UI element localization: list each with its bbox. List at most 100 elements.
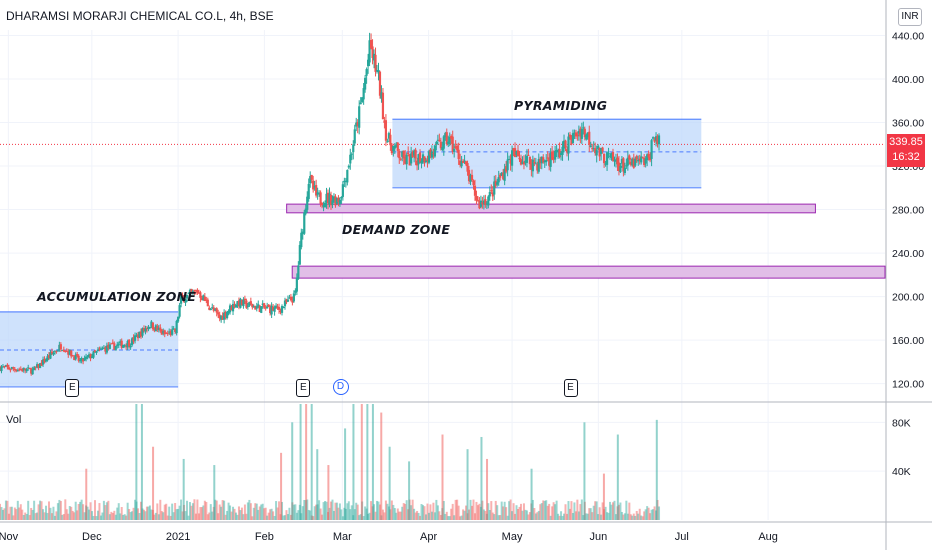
candle-body: [643, 157, 646, 166]
volume-bar: [150, 509, 153, 520]
earnings-marker[interactable]: E: [563, 379, 578, 397]
range-zone: [392, 119, 702, 188]
volume-bar: [570, 501, 573, 520]
candle-body: [429, 149, 432, 156]
volume-bar: [420, 504, 423, 520]
volume-bar: [335, 502, 338, 520]
candle-body: [129, 345, 132, 348]
candle-body: [111, 342, 114, 344]
candle-body: [59, 344, 62, 350]
volume-bar: [184, 511, 187, 520]
volume-bar: [598, 507, 601, 520]
volume-bar: [383, 512, 386, 520]
volume-spike: [371, 404, 374, 520]
volume-bar: [93, 500, 96, 520]
volume-bar: [240, 507, 243, 520]
volume-bar: [632, 513, 635, 520]
volume-bar: [49, 507, 52, 520]
volume-bar: [322, 502, 325, 520]
candle-body: [131, 338, 134, 346]
volume-bar: [604, 506, 607, 520]
candle-body: [650, 140, 653, 159]
candle-body: [251, 303, 254, 308]
volume-bar: [423, 506, 426, 520]
volume-bar: [456, 499, 459, 520]
volume-bar: [194, 513, 197, 520]
candle-body: [356, 122, 359, 127]
candle-body: [343, 180, 346, 183]
volume-bar: [533, 508, 536, 520]
volume-bar: [307, 509, 310, 520]
volume-bar: [349, 509, 352, 520]
volume-bar: [73, 512, 76, 520]
volume-bar: [571, 513, 574, 520]
earnings-marker[interactable]: E: [296, 379, 311, 397]
candle-body: [304, 208, 307, 214]
volume-bar: [309, 510, 312, 520]
earnings-marker[interactable]: E: [65, 379, 80, 397]
volume-bar: [414, 512, 417, 520]
volume-bar: [471, 505, 473, 520]
volume-bar: [551, 506, 554, 520]
volume-bar: [236, 514, 239, 520]
candle-body: [413, 150, 416, 156]
volume-bar: [373, 504, 376, 520]
volume-bar: [491, 512, 494, 520]
candle-body: [534, 163, 537, 165]
volume-bar: [273, 515, 276, 520]
volume-bar: [419, 515, 422, 520]
candle-body: [518, 157, 521, 160]
volume-bar: [50, 513, 53, 520]
candle-body: [352, 144, 355, 153]
candle-body: [267, 304, 270, 308]
dividend-marker[interactable]: D: [332, 379, 349, 395]
volume-bar: [233, 508, 236, 520]
candle-body: [190, 288, 193, 292]
candle-body: [332, 196, 336, 201]
volume-bar: [282, 515, 285, 520]
volume-bar: [468, 509, 471, 520]
candle-body: [383, 120, 386, 123]
candle-body: [33, 367, 36, 371]
volume-bar: [376, 500, 379, 520]
volume-bar: [362, 516, 365, 520]
volume-bar: [512, 503, 515, 520]
candle-body: [114, 345, 117, 351]
candle-body: [206, 299, 209, 307]
candle-body: [322, 205, 325, 207]
volume-bar: [515, 505, 518, 520]
volume-bar: [429, 504, 432, 520]
candle-body: [80, 358, 83, 361]
candle-body: [225, 312, 229, 319]
x-tick-label: Jul: [675, 531, 689, 543]
annotation-demand-zone: DEMAND ZONE: [342, 222, 451, 237]
volume-bar: [622, 514, 625, 520]
volume-bar: [21, 509, 24, 520]
candle-body: [49, 352, 52, 359]
candle-body: [136, 334, 140, 339]
candle-body: [573, 132, 576, 135]
volume-spike: [583, 422, 586, 520]
x-tick-label: Aug: [758, 531, 778, 543]
x-tick-label: Feb: [255, 531, 274, 543]
candle-body: [395, 144, 398, 148]
volume-spike: [530, 468, 533, 520]
candle-body: [408, 154, 411, 166]
candle-body: [502, 172, 505, 180]
volume-bar: [521, 510, 524, 520]
volume-bar: [55, 511, 58, 520]
currency-button[interactable]: INR: [898, 8, 922, 26]
candle-body: [4, 365, 8, 367]
candle-body: [493, 181, 496, 195]
volume-bar: [631, 515, 634, 520]
volume-bar: [398, 511, 401, 520]
candle-body: [105, 345, 108, 353]
volume-bar: [237, 506, 240, 520]
candle-body: [194, 290, 198, 292]
candle-body: [464, 161, 468, 165]
volume-bar: [377, 501, 380, 520]
volume-bar: [245, 513, 248, 520]
volume-bar: [574, 511, 577, 520]
candle-body: [178, 305, 181, 317]
